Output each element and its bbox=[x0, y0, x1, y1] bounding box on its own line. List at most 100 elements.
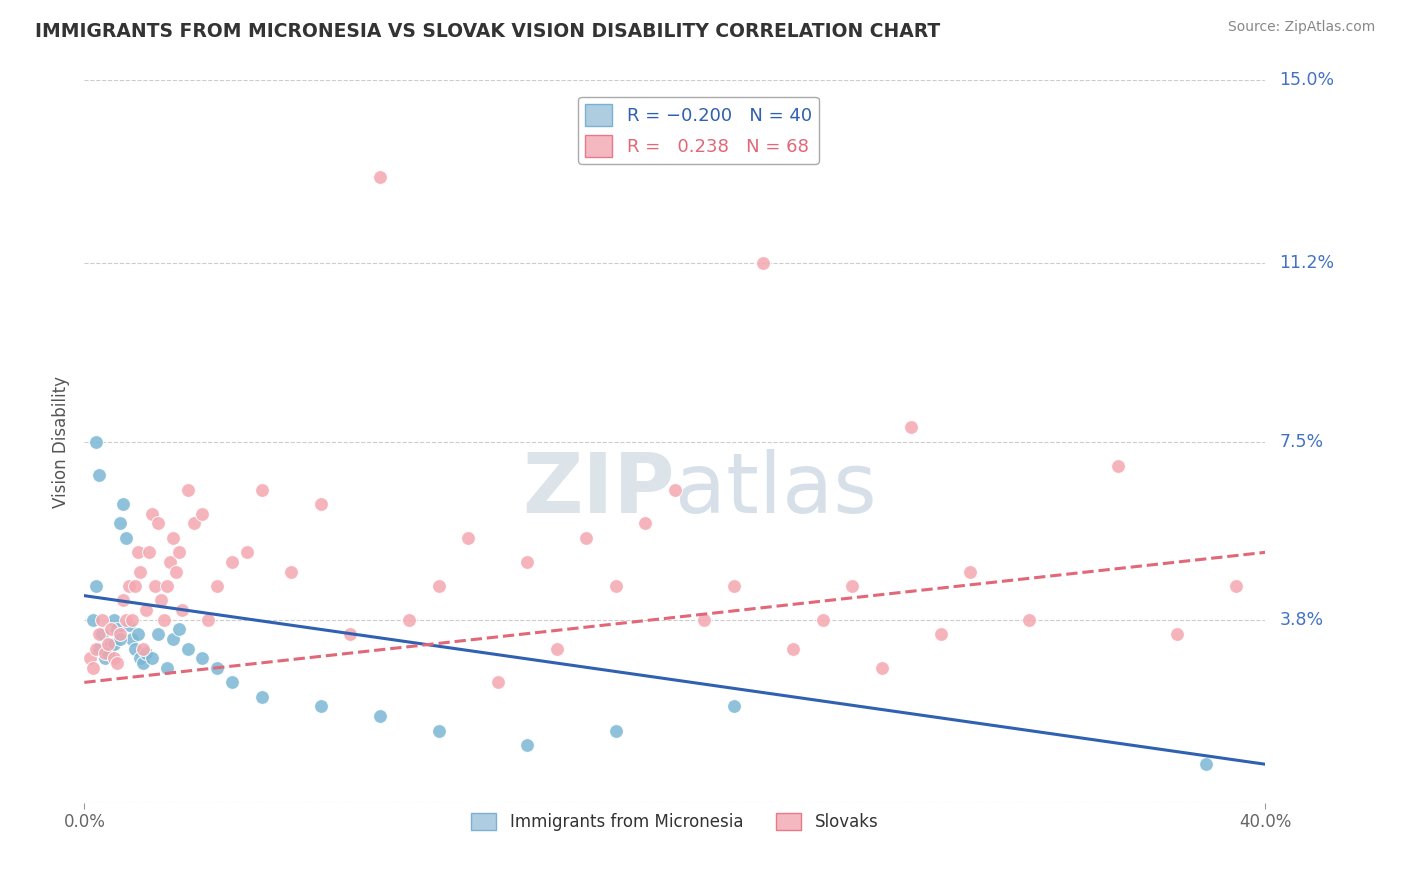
Point bbox=[221, 555, 243, 569]
Point bbox=[108, 627, 131, 641]
Point bbox=[148, 516, 170, 531]
Point bbox=[156, 661, 179, 675]
Y-axis label: Vision Disability: Vision Disability bbox=[52, 376, 70, 508]
Point bbox=[752, 256, 775, 270]
Point bbox=[82, 613, 104, 627]
Point bbox=[141, 651, 163, 665]
Point bbox=[79, 651, 101, 665]
Point bbox=[959, 565, 981, 579]
Point bbox=[177, 483, 200, 497]
Point bbox=[309, 497, 332, 511]
Point bbox=[94, 647, 117, 661]
Point bbox=[103, 637, 125, 651]
Text: Source: ZipAtlas.com: Source: ZipAtlas.com bbox=[1227, 20, 1375, 34]
Point bbox=[900, 420, 922, 434]
Point bbox=[427, 723, 450, 738]
Point bbox=[82, 661, 104, 675]
Point bbox=[723, 579, 745, 593]
Point bbox=[97, 637, 120, 651]
Text: 3.8%: 3.8% bbox=[1279, 611, 1323, 629]
Point bbox=[605, 579, 627, 593]
Point bbox=[1195, 757, 1218, 772]
Point bbox=[723, 699, 745, 714]
Point bbox=[605, 723, 627, 738]
Point bbox=[132, 656, 155, 670]
Point bbox=[143, 579, 166, 593]
Point bbox=[191, 507, 214, 521]
Point bbox=[121, 632, 143, 646]
Point bbox=[207, 579, 229, 593]
Point bbox=[162, 632, 184, 646]
Point bbox=[221, 675, 243, 690]
Point bbox=[84, 434, 107, 449]
Point bbox=[191, 651, 214, 665]
Point bbox=[105, 656, 128, 670]
Point bbox=[124, 579, 146, 593]
Point bbox=[118, 617, 141, 632]
Point bbox=[1018, 613, 1040, 627]
Point bbox=[150, 593, 173, 607]
Point bbox=[87, 627, 111, 641]
Point bbox=[1107, 458, 1129, 473]
Point bbox=[811, 613, 834, 627]
Point bbox=[870, 661, 893, 675]
Point bbox=[111, 497, 134, 511]
Point bbox=[153, 613, 176, 627]
Point bbox=[135, 647, 157, 661]
Point bbox=[170, 603, 193, 617]
Point bbox=[135, 603, 157, 617]
Text: 11.2%: 11.2% bbox=[1279, 254, 1334, 272]
Point bbox=[108, 516, 131, 531]
Point bbox=[516, 555, 538, 569]
Point bbox=[84, 579, 107, 593]
Point bbox=[84, 641, 107, 656]
Point bbox=[100, 623, 122, 637]
Point bbox=[309, 699, 332, 714]
Point bbox=[197, 613, 219, 627]
Point bbox=[138, 545, 160, 559]
Point bbox=[124, 641, 146, 656]
Point bbox=[841, 579, 863, 593]
Point bbox=[177, 641, 200, 656]
Point bbox=[782, 641, 804, 656]
Point bbox=[162, 531, 184, 545]
Point bbox=[207, 661, 229, 675]
Point bbox=[127, 545, 149, 559]
Point bbox=[103, 613, 125, 627]
Point bbox=[129, 651, 152, 665]
Point bbox=[693, 613, 716, 627]
Point bbox=[103, 651, 125, 665]
Point bbox=[664, 483, 686, 497]
Legend: Immigrants from Micronesia, Slovaks: Immigrants from Micronesia, Slovaks bbox=[464, 806, 886, 838]
Point bbox=[368, 169, 391, 184]
Point bbox=[105, 623, 128, 637]
Point bbox=[486, 675, 509, 690]
Point bbox=[108, 632, 131, 646]
Point bbox=[114, 613, 136, 627]
Point bbox=[114, 531, 136, 545]
Text: ZIP: ZIP bbox=[523, 450, 675, 530]
Point bbox=[1225, 579, 1247, 593]
Point bbox=[183, 516, 205, 531]
Point bbox=[929, 627, 952, 641]
Point bbox=[87, 641, 111, 656]
Point bbox=[91, 613, 114, 627]
Text: atlas: atlas bbox=[675, 450, 876, 530]
Point bbox=[516, 738, 538, 752]
Text: 15.0%: 15.0% bbox=[1279, 71, 1334, 89]
Point bbox=[87, 468, 111, 483]
Point bbox=[398, 613, 420, 627]
Point bbox=[634, 516, 657, 531]
Point bbox=[111, 593, 134, 607]
Point bbox=[250, 690, 273, 704]
Point bbox=[575, 531, 598, 545]
Point bbox=[94, 651, 117, 665]
Point bbox=[280, 565, 302, 579]
Point bbox=[236, 545, 259, 559]
Point bbox=[368, 709, 391, 723]
Point bbox=[91, 627, 114, 641]
Point bbox=[427, 579, 450, 593]
Point bbox=[100, 637, 122, 651]
Point bbox=[165, 565, 187, 579]
Point bbox=[141, 507, 163, 521]
